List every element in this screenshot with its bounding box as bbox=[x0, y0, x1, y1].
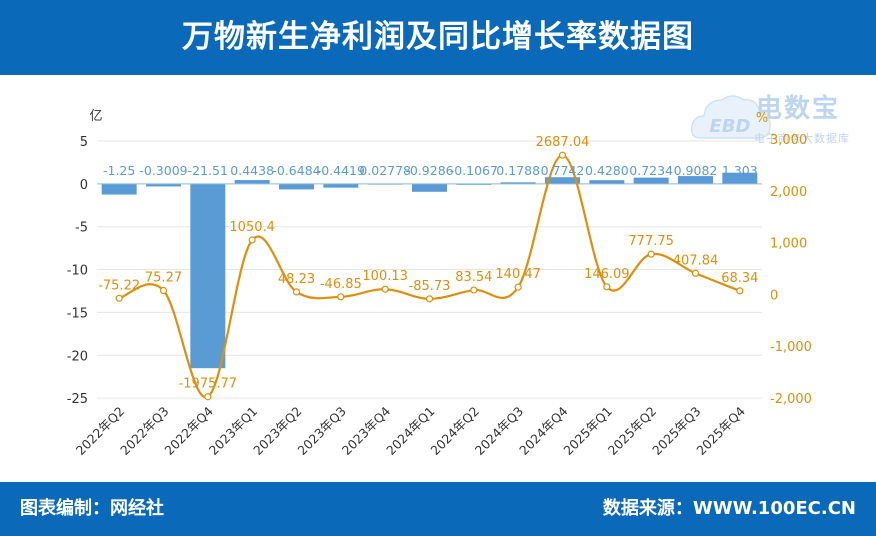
bar-value-label: -0.1067 bbox=[450, 163, 498, 178]
line-value-label: 140.47 bbox=[495, 267, 541, 282]
logo-subtitle: 电子商务大数据库 bbox=[754, 132, 850, 145]
left-tick-label: -15 bbox=[67, 306, 88, 321]
footer-bar bbox=[0, 482, 876, 536]
line-point bbox=[470, 286, 478, 294]
right-tick-label: -2,000 bbox=[770, 392, 812, 407]
x-tick-label: 2025年Q4 bbox=[693, 403, 748, 458]
line-value-label: -75.22 bbox=[98, 278, 140, 293]
line-point bbox=[603, 283, 611, 291]
line-value-label: 1050.4 bbox=[229, 220, 275, 235]
logo-name: 电数宝 bbox=[756, 94, 841, 124]
left-tick-label: 0 bbox=[80, 178, 88, 193]
line-point bbox=[292, 288, 301, 296]
right-tick-label: 2,000 bbox=[770, 185, 807, 200]
x-axis-ticks: 2022年Q22022年Q32022年Q42023年Q12023年Q22023年… bbox=[73, 403, 748, 458]
footer-credit: 图表编制：网经社 bbox=[20, 498, 164, 519]
line-point bbox=[248, 236, 256, 244]
bar-value-label: -0.9286 bbox=[405, 163, 453, 178]
line-value-label: 2687.04 bbox=[536, 135, 590, 150]
line-value-label: -46.85 bbox=[320, 277, 362, 292]
left-tick-label: -10 bbox=[67, 264, 88, 279]
line-value-label: 83.54 bbox=[455, 270, 492, 285]
bar-value-label: 0.4280 bbox=[585, 163, 629, 178]
line-point bbox=[204, 393, 212, 401]
left-axis-unit: 亿 bbox=[89, 109, 102, 124]
left-tick-label: -25 bbox=[67, 392, 88, 407]
bar bbox=[279, 183, 314, 190]
line-value-label: 777.75 bbox=[628, 234, 674, 249]
brand-logo: EBD 电数宝 电子商务大数据库 bbox=[690, 82, 870, 152]
bar bbox=[633, 177, 669, 184]
line-value-label: 146.09 bbox=[584, 267, 630, 282]
right-axis-unit: % bbox=[756, 111, 768, 126]
bar-value-label: 0.7234 bbox=[629, 163, 673, 178]
line-point bbox=[381, 285, 389, 293]
right-axis-ticks: 3,000 2,000 1,000 0 -1,000 -2,000 bbox=[770, 133, 812, 407]
bar bbox=[678, 176, 713, 184]
bar bbox=[412, 183, 447, 192]
bar-value-label: -21.51 bbox=[188, 163, 228, 178]
right-tick-label: 0 bbox=[770, 288, 778, 303]
bar bbox=[323, 183, 359, 188]
line-value-label: -1975.77 bbox=[179, 377, 237, 392]
bar-value-label: -0.6484 bbox=[272, 163, 320, 178]
cloud-logo-icon: EBD bbox=[690, 95, 771, 139]
line-value-label: 48.23 bbox=[278, 272, 315, 287]
line-point bbox=[115, 294, 123, 302]
line-point bbox=[736, 287, 744, 295]
logo-mark-text: EBD bbox=[710, 116, 751, 137]
bar bbox=[722, 172, 758, 184]
line-labels: -75.22 75.27 -1975.77 1050.4 48.23 -46.85100.… bbox=[98, 135, 758, 392]
line-value-label: 100.13 bbox=[362, 269, 408, 284]
bar bbox=[545, 177, 580, 184]
bar bbox=[146, 183, 181, 187]
line-value-label: 68.34 bbox=[721, 271, 758, 286]
page-title: 万物新生净利润及同比增长率数据图 bbox=[182, 19, 694, 55]
bar-value-label: -1.25 bbox=[103, 163, 135, 178]
left-tick-label: -5 bbox=[75, 221, 88, 236]
line-value-label: 75.27 bbox=[145, 271, 182, 286]
line-value-label: 407.84 bbox=[673, 253, 719, 268]
line-points bbox=[115, 151, 744, 401]
left-tick-label: 5 bbox=[80, 135, 88, 150]
bar-series bbox=[101, 172, 758, 369]
line-point bbox=[558, 151, 567, 159]
line-point bbox=[337, 293, 345, 301]
line-value-label: -85.73 bbox=[409, 279, 451, 294]
bar bbox=[234, 180, 270, 184]
bar bbox=[589, 180, 625, 184]
left-axis-ticks: 5 0 -5 -10 -15 -20 -25 bbox=[67, 135, 88, 407]
bar-labels: -1.25 -0.3009 -21.51 0.4438-0.6484-0.44190.… bbox=[103, 163, 758, 178]
left-tick-label: -20 bbox=[67, 349, 88, 364]
line-point bbox=[647, 250, 655, 258]
right-tick-label: -1,000 bbox=[770, 340, 812, 355]
right-tick-label: 1,000 bbox=[770, 237, 807, 252]
line-point bbox=[691, 269, 700, 277]
bar bbox=[500, 182, 536, 184]
right-tick-label: 3,000 bbox=[770, 133, 807, 148]
bar-value-label: 0.4438 bbox=[230, 163, 274, 178]
bar-value-label: -0.3009 bbox=[139, 163, 187, 178]
header-bar bbox=[0, 0, 876, 75]
bar-value-label: 0.9082 bbox=[674, 163, 718, 178]
bar-value-label: 0.7742 bbox=[541, 163, 585, 178]
bar-value-label: 1.303 bbox=[722, 163, 758, 178]
bar bbox=[190, 183, 226, 369]
bar-value-label: 0.02778 bbox=[359, 163, 411, 178]
line-point bbox=[159, 286, 168, 295]
bar-value-label: 0.1788 bbox=[496, 163, 540, 178]
bar bbox=[101, 183, 137, 195]
footer-source: 数据来源：WWW.100EC.CN bbox=[602, 498, 856, 519]
line-point bbox=[425, 295, 434, 303]
line-point bbox=[514, 283, 522, 291]
bar-value-label: -0.4419 bbox=[317, 163, 365, 178]
